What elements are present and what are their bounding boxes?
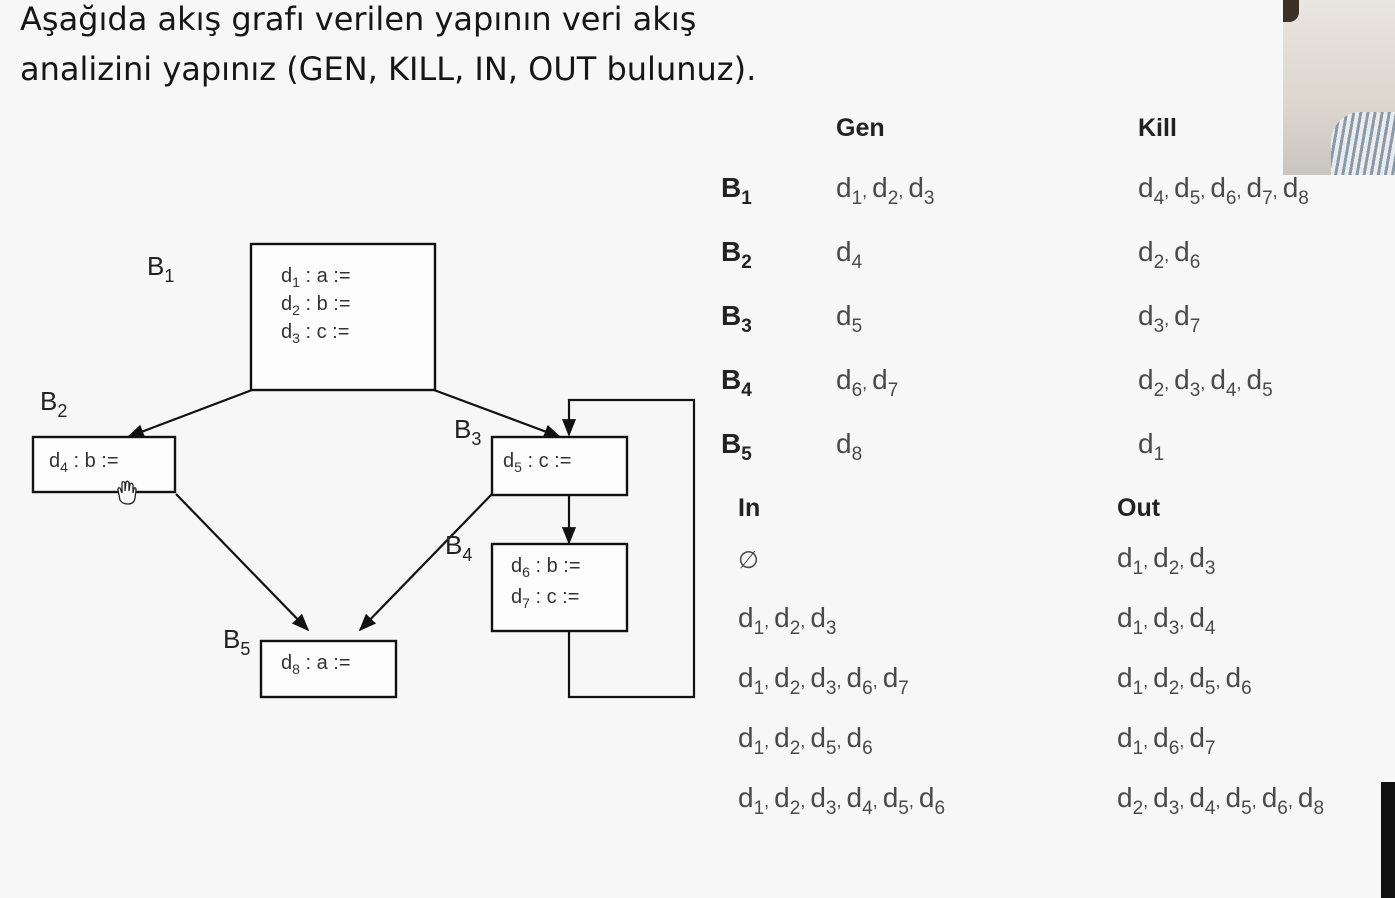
- flow-graph: B1 B2 B3 B4 B5 d1 : a := d2 : b := d3 : …: [31, 242, 696, 699]
- question-text: Aşağıda akış grafı verilen yapının veri …: [20, 0, 756, 94]
- stmt-d6: d6 : b :=: [511, 555, 581, 580]
- out-b1: d1, d2, d3: [1117, 542, 1216, 579]
- kill-b5: d1: [1138, 428, 1165, 465]
- out-b5: d2, d3, d4, d5, d6, d8: [1117, 782, 1325, 819]
- stmt-d5: d5 : c :=: [503, 450, 571, 475]
- stmt-d4: d4 : b :=: [49, 450, 119, 475]
- edge-b3-b5: [358, 493, 493, 632]
- in-b5: d1, d2, d3, d4, d5, d6: [738, 782, 946, 819]
- question-line-1: Aşağıda akış grafı verilen yapının veri …: [20, 0, 697, 38]
- header-in: In: [738, 494, 761, 522]
- in-b1: ∅: [738, 547, 759, 574]
- kill-b1: d4, d5, d6, d7, d8: [1138, 172, 1309, 209]
- stmt-d2: d2 : b :=: [281, 293, 351, 318]
- gen-b5: d8: [836, 428, 863, 465]
- block-b4: [490, 542, 629, 633]
- block-label-b5: B5: [223, 624, 250, 659]
- gen-b2: d4: [836, 236, 863, 273]
- webcam-overlay: [1283, 0, 1395, 175]
- stmt-d1: d1 : a :=: [281, 265, 351, 290]
- edge-b2-b5: [175, 493, 310, 632]
- kill-b2: d2, d6: [1138, 236, 1201, 273]
- header-kill: Kill: [1138, 114, 1177, 142]
- block-label-b4: B4: [445, 530, 472, 565]
- gen-b3: d5: [836, 300, 863, 337]
- block-label-b1: B1: [147, 251, 174, 286]
- out-b3: d1, d2, d5, d6: [1117, 662, 1252, 699]
- kill-b4: d2, d3, d4, d5: [1138, 364, 1273, 401]
- in-b2: d1, d2, d3: [738, 602, 837, 639]
- header-out: Out: [1117, 494, 1161, 522]
- question-line-2: analizini yapınız (GEN, KILL, IN, OUT bu…: [20, 50, 757, 88]
- row-label-b4: B4: [721, 364, 752, 401]
- gen-b1: d1, d2, d3: [836, 172, 935, 209]
- block-label-b3: B3: [454, 414, 481, 449]
- row-label-b5: B5: [721, 428, 752, 465]
- edge-b4-b3-loop: [561, 398, 696, 699]
- block-b2: [31, 435, 177, 494]
- block-b3: [490, 435, 629, 497]
- row-label-b3: B3: [721, 300, 752, 337]
- row-label-b2: B2: [721, 236, 752, 273]
- edge-b1-b2: [126, 388, 253, 439]
- block-b5: [259, 639, 398, 699]
- screen-edge-bar: [1381, 782, 1395, 898]
- gen-b4: d6, d7: [836, 364, 899, 401]
- kill-b3: d3, d7: [1138, 300, 1201, 337]
- block-b1: [249, 242, 437, 392]
- block-label-b2: B2: [40, 386, 67, 421]
- in-b4: d1, d2, d5, d6: [738, 722, 873, 759]
- out-b2: d1, d3, d4: [1117, 602, 1216, 639]
- stmt-d7: d7 : c :=: [511, 586, 579, 611]
- out-b4: d1, d6, d7: [1117, 722, 1216, 759]
- stmt-d8: d8 : a :=: [281, 652, 351, 677]
- edge-b1-b3: [433, 388, 562, 439]
- hand-cursor-icon: [117, 480, 137, 505]
- stmt-d3: d3 : c :=: [281, 321, 349, 346]
- header-gen: Gen: [836, 114, 885, 142]
- row-label-b1: B1: [721, 172, 752, 209]
- in-b3: d1, d2, d3, d6, d7: [738, 662, 909, 699]
